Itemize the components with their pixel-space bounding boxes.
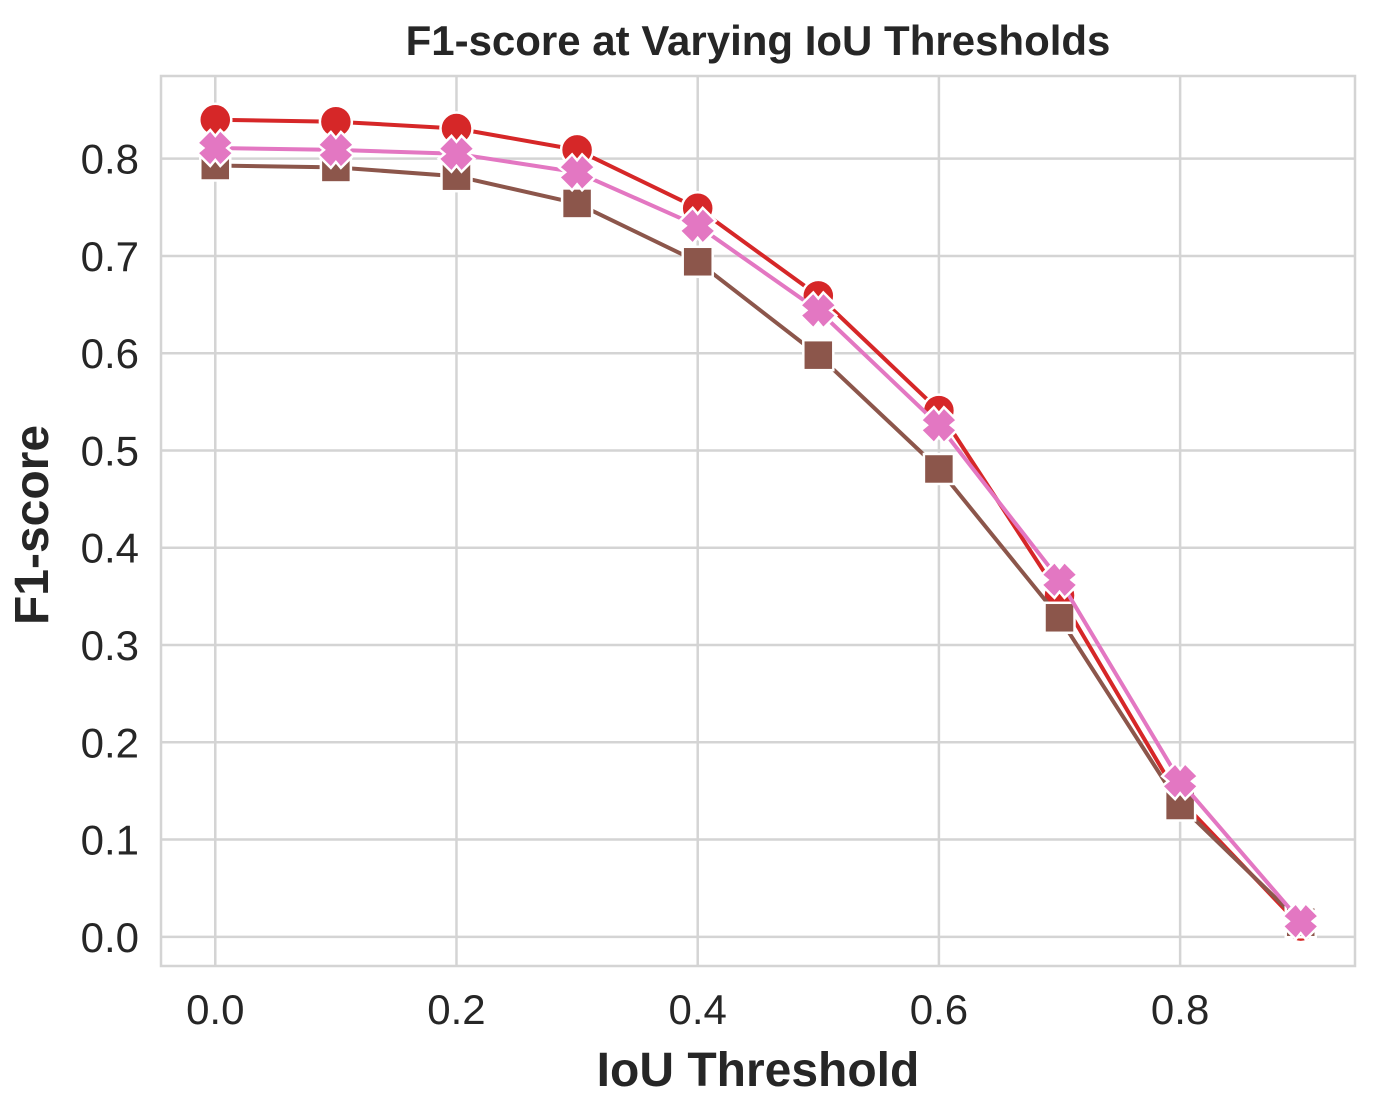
y-tick-label: 0.0 — [81, 914, 139, 961]
y-tick-label: 0.2 — [81, 719, 139, 766]
series-line-brown-square — [213, 163, 1303, 925]
plot-area-frame — [159, 74, 1357, 968]
series-pink-cross — [195, 128, 1321, 942]
data-point-brown-square — [1043, 601, 1076, 635]
data-point-pink-cross — [557, 152, 597, 193]
y-tick-label: 0.1 — [81, 817, 139, 864]
data-point-pink-cross — [1039, 559, 1080, 600]
y-tick-label: 0.7 — [81, 233, 139, 280]
data-point-brown-square — [681, 245, 714, 279]
data-point-pink-cross — [1160, 761, 1200, 802]
x-tick-label: 0.6 — [910, 986, 968, 1033]
series-red-circle — [198, 102, 1318, 944]
data-point-pink-cross — [677, 205, 718, 246]
y-tick-label: 0.6 — [81, 330, 139, 377]
data-point-pink-cross — [316, 130, 356, 170]
y-tick-label: 0.3 — [81, 622, 139, 669]
y-tick-label: 0.4 — [81, 525, 139, 572]
x-tick-label: 0.8 — [1151, 986, 1209, 1033]
data-point-brown-square — [560, 187, 594, 220]
data-point-red-circle — [439, 111, 474, 146]
x-tick-label: 0.4 — [669, 986, 727, 1033]
y-tick-label: 0.5 — [81, 427, 139, 474]
x-axis-label: IoU Threshold — [597, 1044, 920, 1093]
x-axis-ticks: 0.0 0.2 0.4 0.6 0.8 — [186, 986, 1209, 1033]
y-tick-label: 0.8 — [81, 136, 139, 183]
data-point-brown-square — [319, 151, 353, 184]
data-point-pink-cross — [436, 133, 477, 174]
data-point-brown-square — [802, 338, 835, 372]
y-axis-label: F1-score — [6, 425, 59, 625]
data-point-pink-cross — [195, 128, 236, 168]
chart-title: F1-score at Varying IoU Thresholds — [406, 17, 1111, 64]
data-point-brown-square — [922, 452, 956, 486]
x-tick-label: 0.2 — [427, 986, 485, 1033]
data-point-red-circle — [198, 102, 233, 138]
series-group — [195, 102, 1321, 944]
data-point-pink-cross — [919, 405, 959, 446]
data-point-pink-cross — [1280, 901, 1321, 942]
y-axis-ticks: 0.0 0.1 0.2 0.3 0.4 0.5 0.6 0.7 0.8 — [81, 136, 139, 961]
series-line-red-circle — [213, 117, 1303, 929]
series-line-pink-cross — [213, 146, 1303, 924]
grid — [161, 76, 1355, 966]
data-point-pink-cross — [798, 290, 839, 331]
x-tick-label: 0.0 — [186, 986, 244, 1033]
data-point-red-circle — [318, 104, 354, 139]
